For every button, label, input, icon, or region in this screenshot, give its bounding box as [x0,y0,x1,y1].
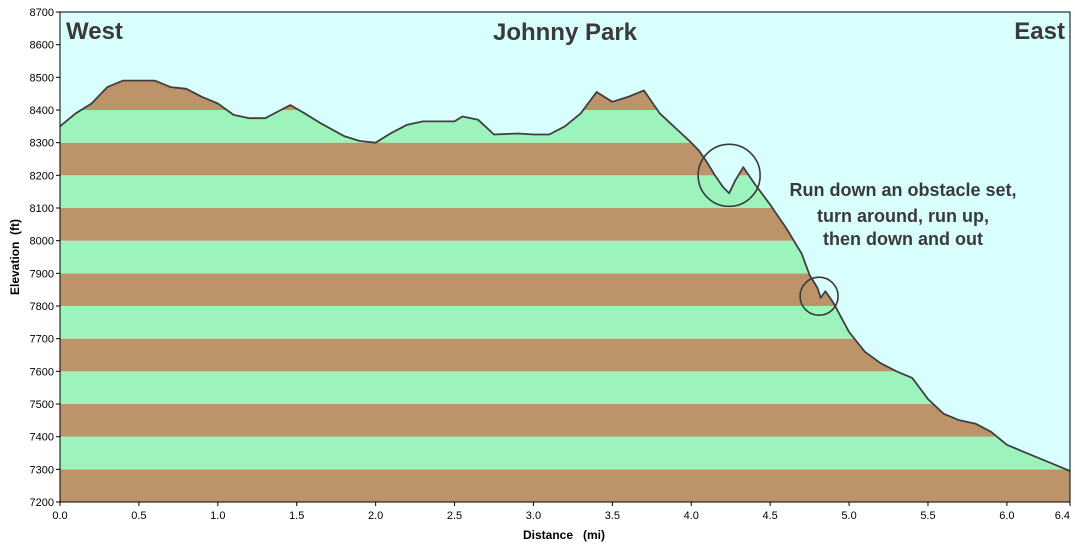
y-tick-label: 8300 [30,138,54,150]
x-tick-label: 0.5 [131,510,146,522]
y-axis-ticks: 7200 7300 7400 7500 7600 7700 7800 7900 8000 8100… [30,7,60,509]
highlight-circles [697,143,839,317]
x-tick-label: 4.0 [684,510,699,522]
x-tick-label: 2.0 [368,510,383,522]
annotation-line-2: turn around, run up, [817,206,989,226]
x-axis-ticks: 0.0 0.5 1.0 1.5 2.0 2.5 3.0 3.5 4.0 4.5 5.0 5.5 6.0 6… [52,502,1071,522]
x-tick-label: 6.0 [999,510,1014,522]
x-tick-label: 2.5 [447,510,462,522]
y-tick-label: 7500 [30,399,54,411]
sky-fill [60,12,1070,471]
west-label: West [66,18,123,45]
y-tick-label: 8100 [30,203,54,215]
x-tick-label: 1.5 [289,510,304,522]
y-tick-label: 7200 [30,497,54,509]
highlight-circle [697,143,761,208]
y-axis-label: Elevation (ft) [8,219,22,295]
x-tick-label: 6.4 [1055,510,1070,522]
y-tick-label: 7600 [30,366,54,378]
elevation-profile-line [59,79,1071,472]
elevation-band [60,469,1070,502]
elevation-band [60,371,1070,404]
annotation-line-1: Run down an obstacle set, [789,180,1016,200]
highlight-circle [799,276,839,317]
y-tick-label: 8500 [30,72,54,84]
y-tick-label: 7300 [30,464,54,476]
annotation-line-3: then down and out [823,229,983,249]
plot-border [59,11,1071,503]
y-tick-label: 7900 [30,268,54,280]
y-tick-label: 8200 [30,170,54,182]
y-tick-label: 7400 [30,432,54,444]
profile-line-layer [59,79,1071,472]
x-tick-label: 0.0 [52,510,67,522]
x-tick-label: 5.5 [920,510,935,522]
y-tick-label: 8700 [30,7,54,19]
x-tick-label: 4.5 [763,510,778,522]
x-tick-label: 5.0 [841,510,856,522]
east-label: East [1014,18,1065,45]
sky-area [60,12,1070,471]
y-tick-label: 8000 [30,236,54,248]
x-axis-label: Distance (mi) [523,528,605,542]
elevation-band [60,436,1070,470]
plot-frame [59,11,1071,503]
y-tick-label: 8400 [30,105,54,117]
elevation-band [60,404,1070,437]
x-tick-label: 3.0 [526,510,541,522]
y-tick-label: 7700 [30,334,54,346]
chart-title: Johnny Park [493,19,638,46]
y-tick-label: 7800 [30,301,54,313]
y-tick-label: 8600 [30,40,54,52]
x-tick-label: 3.5 [605,510,620,522]
x-tick-label: 1.0 [210,510,225,522]
